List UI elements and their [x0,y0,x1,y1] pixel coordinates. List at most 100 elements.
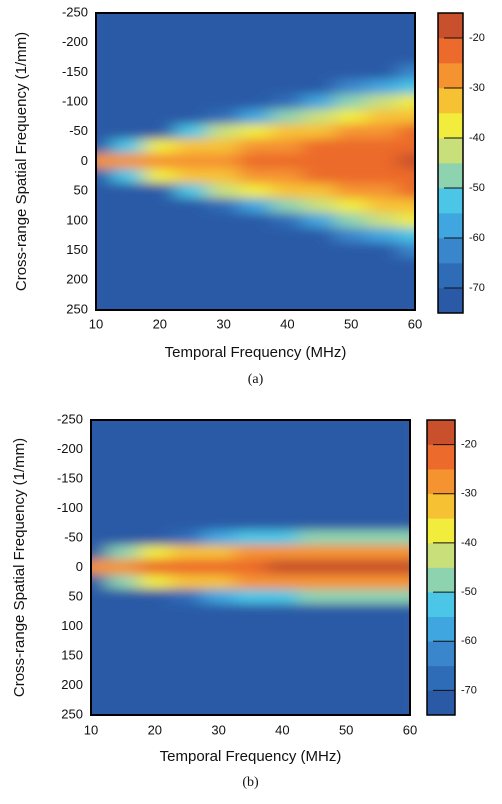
heat-cell [393,648,410,664]
colorbar-band [427,665,455,691]
heat-cell [234,633,267,650]
colorbar-band [438,237,463,264]
heat-cell [202,692,236,709]
heat-cell [106,456,140,473]
heat-cell [239,272,272,289]
heat-cell [265,515,299,532]
x-axis-label: Temporal Frequency (MHz) [165,344,347,361]
colorbar: -20 -30 -40 -50 -60 -70 [437,12,485,314]
colorbar-tick-label: -40 [461,537,477,549]
heat-cell [361,662,395,679]
x-tick-label: 10 [89,316,103,331]
heat-cell [207,19,241,36]
heat-cell [334,227,368,244]
heat-cell [96,13,113,21]
heat-cell [398,198,415,214]
heat-cell [334,79,368,96]
y-tick-label: -50 [64,529,83,544]
heat-cell [297,648,331,664]
heat-cell [329,574,363,591]
heat-cell [302,138,336,155]
heat-cell [175,272,209,289]
heat-cell [270,79,304,96]
colorbar-band [438,137,463,164]
heat-cell [398,227,415,244]
heat-cell [398,287,415,304]
heat-cell [138,603,172,620]
heat-cell [175,302,209,310]
heat-cell [202,515,236,532]
heat-cell [265,618,299,635]
heat-cell [207,123,241,140]
heat-cell [334,94,368,111]
heat-cell [202,426,236,443]
cells [91,420,410,715]
heat-cell [143,19,177,36]
colorbar-band [427,616,455,642]
heat-cell [207,242,241,259]
heat-cell [175,94,209,111]
heat-cell [393,420,410,428]
heat-cell [111,198,145,214]
heat-cell [334,212,368,229]
heat-cell [302,168,336,185]
x-tick-label: 20 [153,316,167,331]
heat-cell [170,589,204,605]
y-tick-label: -250 [62,4,88,19]
heat-cell [106,662,140,679]
heat-cell [143,257,177,274]
heat-cell [202,456,236,473]
heat-cell [297,677,331,694]
heat-cell [361,441,395,458]
heat-cell [239,302,272,310]
heat-cell [297,456,331,473]
heat-cell [111,64,145,81]
heat-cell [393,559,410,576]
heat-cell [202,648,236,664]
heat-cell [91,648,108,664]
heat-cell [239,242,272,259]
heat-cell [265,633,299,650]
heat-cell [302,227,336,244]
heat-cell [398,212,415,229]
heat-cell [143,123,177,140]
heat-cell [96,138,113,155]
heat-cell [297,544,331,561]
heat-cell [329,530,363,546]
y-tick-label: 250 [66,301,88,316]
heat-cell [138,456,172,473]
heat-cell [361,692,395,709]
x-tick-label: 30 [211,722,225,737]
heat-cell [111,13,145,21]
heat-cell [175,109,209,125]
heat-cell [111,212,145,229]
heat-cell [175,257,209,274]
heat-cell [207,272,241,289]
heat-cell [111,138,145,155]
heat-cell [361,589,395,605]
heat-cell [106,648,140,664]
heat-cell [297,515,331,532]
colorbar-band [427,493,455,519]
heat-cell [302,109,336,125]
heat-cell [265,530,299,546]
colorbar-tick-label: -30 [461,488,477,500]
heat-cell [170,707,204,715]
heat-cell [329,692,363,709]
y-tick-label: -50 [69,123,88,138]
heat-cell [398,19,415,36]
heat-cell [207,64,241,81]
heat-cell [106,692,140,709]
heat-cell [239,19,272,36]
colorbar-band [438,37,463,64]
heat-cell [138,515,172,532]
heat-cell [366,109,400,125]
heat-cell [234,618,267,635]
heat-cell [398,168,415,185]
y-tick-label: 150 [61,647,83,662]
heat-cell [366,19,400,36]
x-tick-label: 40 [275,722,289,737]
heat-cell [170,515,204,532]
colorbar-band [427,518,455,544]
